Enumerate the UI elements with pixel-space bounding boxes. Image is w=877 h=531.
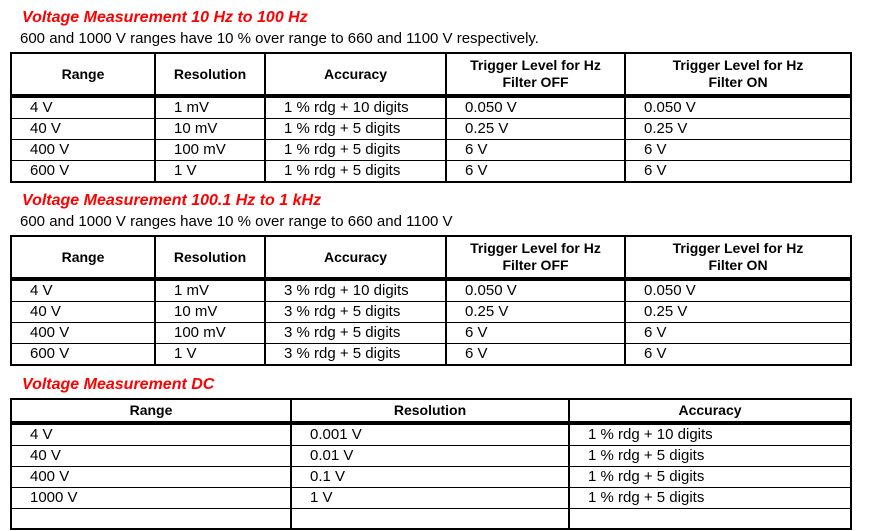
spec-table-header-cell: Resolution [290,398,570,425]
spec-table-cell: 1 V [154,160,266,183]
spec-table-cell: 1 % rdg + 10 digits [264,95,447,119]
spec-table-header-row: Range Resolution Accuracy [10,398,852,425]
spec-table-cell: 0.25 V [624,118,852,140]
section-heading-100hz-1khz: Voltage Measurement 100.1 Hz to 1 kHz [22,192,322,209]
spec-table-cell: 1 % rdg + 5 digits [264,160,447,183]
spec-table-cell: 6 V [445,160,626,183]
spec-table-cell: 0.050 V [624,95,852,119]
spec-table-cell: 1 % rdg + 5 digits [264,118,447,140]
spec-table-cell: 1 % rdg + 10 digits [568,422,852,446]
section-heading-dc: Voltage Measurement DC [22,376,215,393]
spec-table-header-cell: Trigger Level for Hz Filter OFF [445,235,626,281]
spec-table-cell: 10 mV [154,118,266,140]
spec-table-cell: 0.1 V [290,466,570,488]
spec-table-cell: 0.050 V [445,95,626,119]
spec-table-cell: 0.050 V [445,278,626,302]
spec-table-cell: 6 V [624,160,852,183]
spec-table-cell: 40 V [10,118,156,140]
spec-table-cell: 6 V [445,139,626,161]
section-note-overrange-2: 600 and 1000 V ranges have 10 % over ran… [20,213,453,230]
spec-table-cell: 400 V [10,322,156,344]
spec-table-cell: 600 V [10,343,156,366]
spec-table-cell: 6 V [624,139,852,161]
spec-table-header-cell: Trigger Level for Hz Filter OFF [445,52,626,98]
spec-table-cell: 6 V [445,343,626,366]
spec-table-cell [10,508,292,529]
section-heading-10hz-100hz: Voltage Measurement 10 Hz to 100 Hz [22,9,308,26]
spec-table-header-row: Range Resolution Accuracy Trigger Level for… [10,52,852,98]
spec-table-header-cell: Trigger Level for Hz Filter ON [624,52,852,98]
spec-table-cell: 1 mV [154,278,266,302]
spec-table-cell: 0.25 V [624,301,852,323]
spec-table-cell: 40 V [10,445,292,467]
spec-table-cell: 0.01 V [290,445,570,467]
spec-table-cell: 6 V [445,322,626,344]
spec-table-cell: 40 V [10,301,156,323]
spec-table-cell: 100 mV [154,322,266,344]
spec-table-cell: 6 V [624,322,852,344]
spec-table-cell: 3 % rdg + 5 digits [264,301,447,323]
spec-table-cell [290,508,570,529]
section-note-overrange-1: 600 and 1000 V ranges have 10 % over ran… [20,30,539,47]
spec-table-header-cell: Resolution [154,235,266,281]
spec-table-header-cell: Range [10,235,156,281]
spec-table-header-cell: Accuracy [264,52,447,98]
spec-table-header-row: Range Resolution Accuracy Trigger Level for… [10,235,852,281]
spec-table-cell: 6 V [624,343,852,366]
spec-table-cell: 4 V [10,422,292,446]
spec-table-cell: 1 V [154,343,266,366]
spec-table-cell: 1 % rdg + 5 digits [568,487,852,509]
spec-table-cell: 0.050 V [624,278,852,302]
spec-table-header-cell: Resolution [154,52,266,98]
spec-table-cell: 3 % rdg + 5 digits [264,322,447,344]
spec-table-cell: 1000 V [10,487,292,509]
spec-table-header-cell: Accuracy [568,398,852,425]
spec-table-row: 40 V 10 mV 1 % rdg + 5 digits 0.25 V 0.25 V [10,118,852,140]
spec-table-cell: 1 % rdg + 5 digits [264,139,447,161]
spec-table-cell: 0.25 V [445,118,626,140]
section-voltage-100hz-1khz: Voltage Measurement 100.1 Hz to 1 kHz 60… [0,191,877,366]
spec-table-cell [568,508,852,529]
spec-table-cell: 4 V [10,95,156,119]
spec-table-header-cell: Trigger Level for Hz Filter ON [624,235,852,281]
spec-table-cell: 1 mV [154,95,266,119]
spec-table-row: 40 V 10 mV 3 % rdg + 5 digits 0.25 V 0.25 V [10,301,852,323]
section-voltage-10hz-100hz: Voltage Measurement 10 Hz to 100 Hz 600 … [0,8,877,183]
spec-table-cell: 1 % rdg + 5 digits [568,466,852,488]
spec-table-cell: 3 % rdg + 10 digits [264,278,447,302]
spec-table-row-cutoff [10,508,852,529]
spec-table-cell: 400 V [10,466,292,488]
spec-table-100hz-1khz: Range Resolution Accuracy Trigger Level for… [10,235,852,366]
spec-table-cell: 4 V [10,278,156,302]
spec-table-cell: 600 V [10,160,156,183]
section-voltage-dc: Voltage Measurement DC Range Resolution Ac… [0,375,877,530]
spec-table-cell: 3 % rdg + 5 digits [264,343,447,366]
spec-table-header-cell: Accuracy [264,235,447,281]
spec-table-cell: 1 V [290,487,570,509]
datasheet-page: Voltage Measurement 10 Hz to 100 Hz 600 … [0,8,877,530]
spec-table-cell: 100 mV [154,139,266,161]
spec-table-cell: 0.001 V [290,422,570,446]
spec-table-cell: 10 mV [154,301,266,323]
spec-table-cell: 1 % rdg + 5 digits [568,445,852,467]
spec-table-10hz-100hz: Range Resolution Accuracy Trigger Level for… [10,52,852,183]
spec-table-header-cell: Range [10,398,292,425]
spec-table-cell: 0.25 V [445,301,626,323]
spec-table-cell: 400 V [10,139,156,161]
spec-table-header-cell: Range [10,52,156,98]
